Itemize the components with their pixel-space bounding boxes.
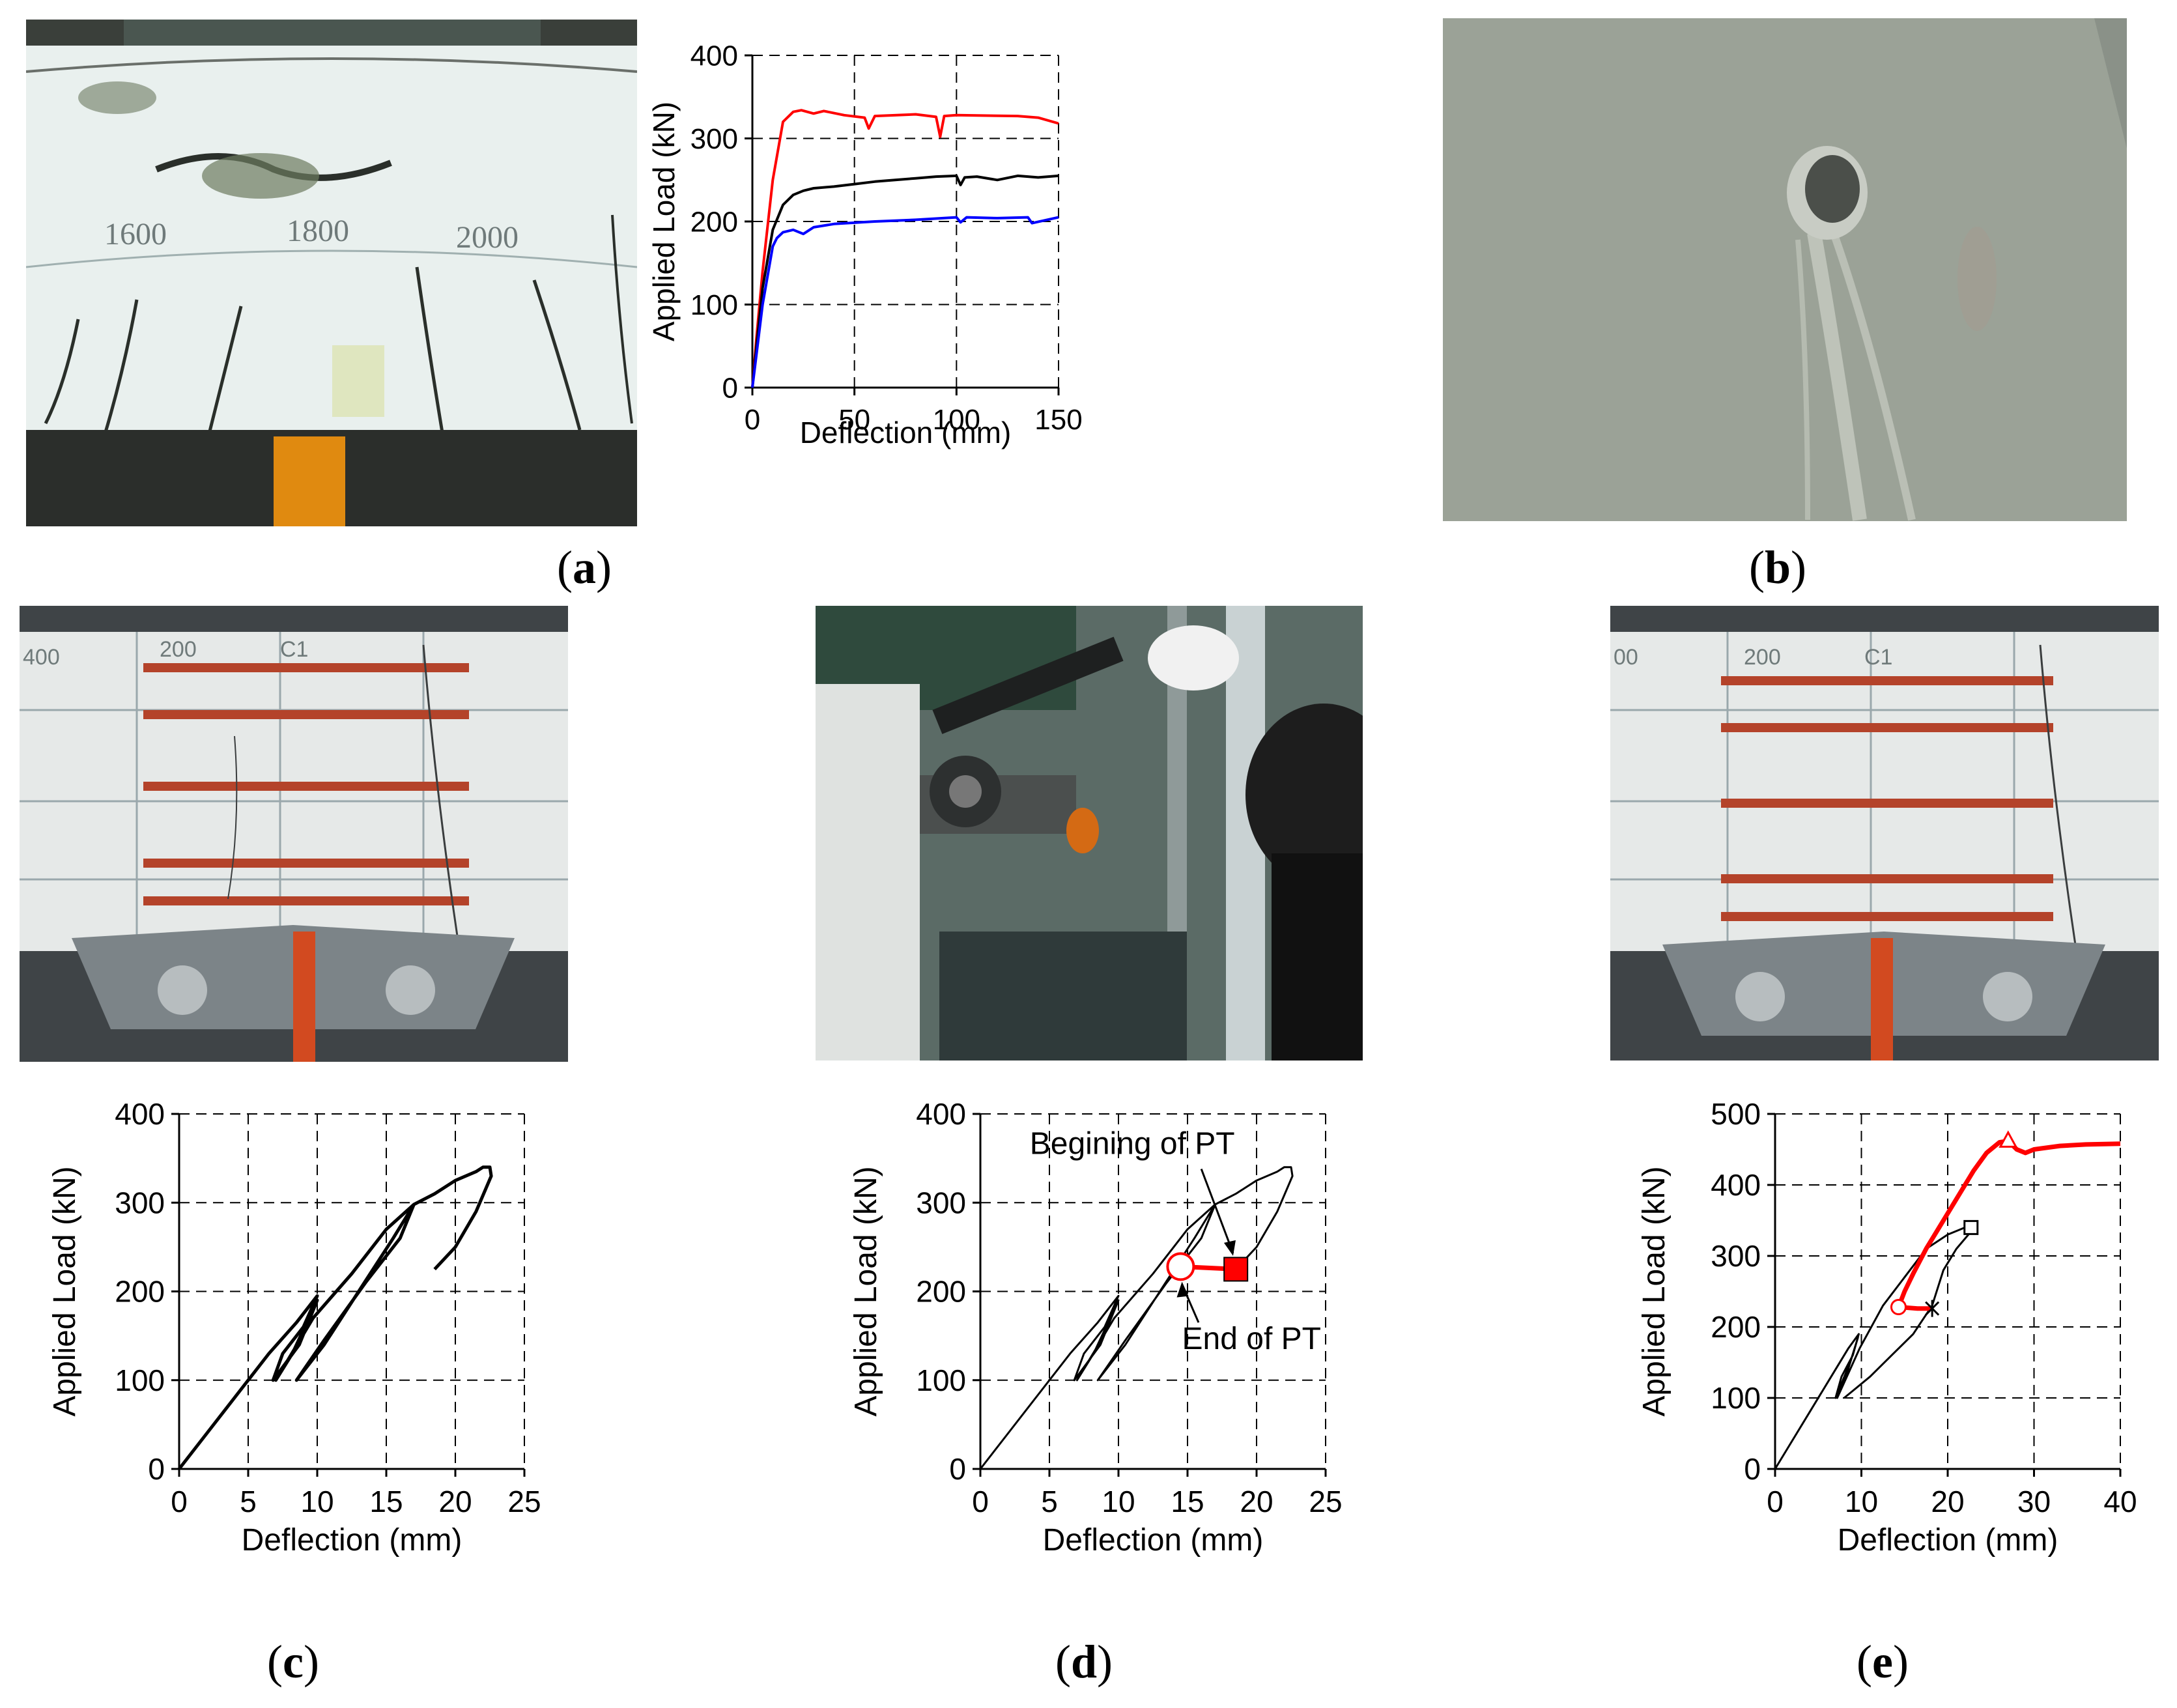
photo-e-marking: 00 bbox=[1614, 645, 1638, 670]
x-axis-label: Deflection (mm) bbox=[800, 416, 1012, 449]
x-tick-label: 50 bbox=[838, 404, 870, 436]
x-tick-label: 10 bbox=[1845, 1485, 1878, 1518]
annotation-arrowhead-begin bbox=[1223, 1240, 1236, 1256]
x-tick-label: 25 bbox=[507, 1485, 541, 1518]
x-tick-label: 5 bbox=[240, 1485, 257, 1518]
photo-c-marking: 400 bbox=[23, 645, 60, 670]
y-axis-label: Applied Load (kN) bbox=[647, 102, 681, 341]
y-tick-label: 400 bbox=[115, 1097, 165, 1131]
panel-label-a: (a) bbox=[557, 541, 612, 593]
y-tick-label: 0 bbox=[949, 1452, 966, 1486]
x-tick-label: 0 bbox=[171, 1485, 188, 1518]
photo-e-marking: C1 bbox=[1864, 645, 1892, 670]
series-line-0 bbox=[979, 1166, 1294, 1470]
marker-asterisk bbox=[1925, 1300, 1940, 1317]
y-tick-label: 500 bbox=[1711, 1097, 1761, 1131]
chart-d: 0 5 10 15 20 25 0 100 200 300 400 Deflection (mm) Ap… bbox=[827, 1085, 1368, 1593]
chart-c: 0 5 10 15 20 25 0 100 200 300 400 Deflection (mm) Ap… bbox=[26, 1085, 567, 1593]
y-tick-label: 200 bbox=[916, 1275, 966, 1309]
photo-d-post-tensioning bbox=[816, 606, 1363, 1060]
y-tick-label: 0 bbox=[722, 372, 738, 404]
y-tick-label: 300 bbox=[115, 1186, 165, 1219]
photo-a-marking: 2000 bbox=[456, 220, 519, 255]
series-line-1 bbox=[751, 174, 1059, 388]
x-tick-label: 40 bbox=[2103, 1485, 2137, 1518]
series-line-1 bbox=[1896, 1138, 2121, 1311]
x-tick-label: 0 bbox=[972, 1485, 989, 1518]
marker-triangle bbox=[1999, 1130, 2018, 1148]
x-tick-label: 20 bbox=[1240, 1485, 1273, 1518]
panel-label-b: (b) bbox=[1749, 541, 1807, 593]
series-line-2 bbox=[751, 216, 1059, 388]
y-tick-label: 300 bbox=[916, 1186, 966, 1219]
x-axis-label: Deflection (mm) bbox=[1838, 1523, 2058, 1558]
y-tick-label: 100 bbox=[690, 289, 738, 321]
annotation-arrowhead-end bbox=[1176, 1281, 1189, 1298]
photo-a-marking: 1800 bbox=[287, 214, 349, 248]
annotation-begining-of-pt: Begining of PT bbox=[1030, 1126, 1235, 1161]
x-tick-label: 20 bbox=[438, 1485, 472, 1518]
panel-label-e: (e) bbox=[1857, 1636, 1909, 1688]
x-tick-label: 100 bbox=[933, 404, 980, 436]
y-axis-label: Applied Load (kN) bbox=[48, 1166, 82, 1416]
photo-c-marking: C1 bbox=[280, 637, 308, 662]
annotation-end-of-pt: End of PT bbox=[1182, 1322, 1321, 1356]
y-tick-label: 300 bbox=[690, 123, 738, 155]
chart-a: 0 50 100 150 0 100 200 300 400 Deflection (mm) App… bbox=[645, 36, 1153, 511]
x-tick-label: 30 bbox=[2017, 1485, 2051, 1518]
x-tick-label: 10 bbox=[1102, 1485, 1135, 1518]
y-tick-label: 200 bbox=[1711, 1310, 1761, 1344]
y-tick-label: 400 bbox=[690, 40, 738, 72]
photo-b-concrete-hole bbox=[1443, 18, 2127, 521]
x-tick-label: 15 bbox=[369, 1485, 403, 1518]
photo-c-beam-setup: 400 200 C1 bbox=[20, 606, 568, 1062]
annotation-arrow-begin bbox=[1200, 1168, 1234, 1254]
x-tick-label: 25 bbox=[1309, 1485, 1342, 1518]
y-tick-label: 100 bbox=[115, 1363, 165, 1397]
photo-a-beam-failure: 1600 1800 2000 bbox=[26, 20, 637, 526]
chart-e: 0 10 20 30 40 0 100 200 300 400 500 Deflection (mm)… bbox=[1615, 1085, 2156, 1593]
series-line-0 bbox=[751, 109, 1059, 388]
photo-e-marking: 200 bbox=[1744, 645, 1781, 670]
y-tick-label: 100 bbox=[916, 1363, 966, 1397]
pt-end-marker bbox=[1166, 1252, 1195, 1281]
panel-label-c: (c) bbox=[267, 1636, 319, 1688]
y-tick-label: 400 bbox=[1711, 1168, 1761, 1202]
panel-label-d: (d) bbox=[1055, 1636, 1113, 1688]
photo-c-marking: 200 bbox=[160, 637, 197, 662]
x-tick-label: 150 bbox=[1034, 404, 1082, 436]
x-tick-label: 0 bbox=[1767, 1485, 1784, 1518]
marker-circle bbox=[1890, 1298, 1907, 1315]
y-tick-label: 300 bbox=[1711, 1239, 1761, 1273]
photo-a-marking: 1600 bbox=[104, 217, 167, 251]
y-tick-label: 200 bbox=[115, 1275, 165, 1309]
y-axis-label: Applied Load (kN) bbox=[849, 1166, 883, 1416]
x-axis-label: Deflection (mm) bbox=[1043, 1523, 1264, 1558]
y-axis-label: Applied Load (kN) bbox=[1637, 1166, 1672, 1416]
y-tick-label: 0 bbox=[1744, 1452, 1761, 1486]
x-tick-label: 15 bbox=[1171, 1485, 1204, 1518]
x-tick-label: 5 bbox=[1041, 1485, 1058, 1518]
x-axis-label: Deflection (mm) bbox=[242, 1523, 462, 1558]
series-line-0 bbox=[1774, 1226, 1972, 1470]
y-tick-label: 100 bbox=[1711, 1381, 1761, 1415]
pt-start-marker bbox=[1223, 1257, 1249, 1282]
photo-e-beam-after-pt: 00 200 C1 bbox=[1610, 606, 2159, 1060]
x-tick-label: 20 bbox=[1931, 1485, 1964, 1518]
marker-square bbox=[1963, 1219, 1979, 1235]
x-tick-label: 10 bbox=[300, 1485, 334, 1518]
x-tick-label: 0 bbox=[745, 404, 760, 436]
y-tick-label: 200 bbox=[690, 206, 738, 238]
y-tick-label: 0 bbox=[148, 1452, 165, 1486]
y-tick-label: 400 bbox=[916, 1097, 966, 1131]
series-line-0 bbox=[178, 1165, 493, 1470]
